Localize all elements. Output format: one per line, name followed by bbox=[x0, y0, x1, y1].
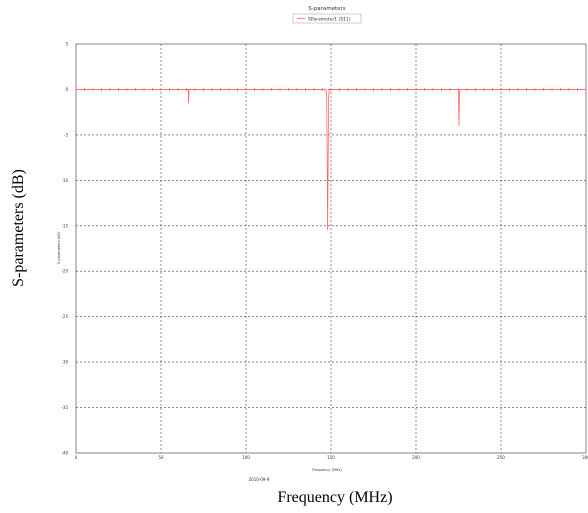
y-tick-label: 0 bbox=[65, 87, 68, 92]
y-tick-label: -35 bbox=[61, 405, 68, 410]
grid bbox=[76, 44, 586, 453]
x-tick-label: 100 bbox=[242, 455, 250, 460]
y-tick-label: -5 bbox=[64, 132, 68, 137]
x-axis-label: Frequency (MHz) bbox=[277, 489, 392, 506]
legend-entry: SParameter1 (S11) bbox=[308, 17, 351, 23]
x-tick-label: 300 bbox=[582, 455, 588, 460]
y-tick-label: -10 bbox=[61, 178, 68, 183]
y-tick-labels: 5 0 -5 -10 -15 -20 -25 -30 -35 -40 bbox=[61, 42, 68, 456]
inner-x-label: Frequency (MHz) bbox=[312, 468, 342, 472]
legend: SParameter1 (S11) bbox=[292, 13, 362, 24]
y-tick-label: -20 bbox=[61, 269, 68, 274]
x-tick-label: 250 bbox=[497, 455, 505, 460]
series-line bbox=[76, 89, 586, 231]
x-tick-label: 150 bbox=[327, 455, 335, 460]
y-tick-label: -40 bbox=[61, 451, 68, 456]
x-tick-labels: 0 50 100 150 200 250 300 bbox=[75, 455, 588, 460]
series-layer bbox=[75, 87, 587, 231]
y-axis-label: S-parameters (dB) bbox=[10, 169, 27, 287]
inner-y-label: S-parameters (dB) bbox=[57, 231, 61, 264]
y-tick-label: 5 bbox=[65, 42, 68, 47]
chart-title: S-parameters bbox=[308, 6, 346, 12]
legend-box bbox=[292, 13, 362, 24]
x-tick-label: 50 bbox=[158, 455, 164, 460]
y-tick-label: -25 bbox=[61, 314, 68, 319]
x-tick-label: 200 bbox=[412, 455, 420, 460]
y-tick-label: -15 bbox=[61, 223, 68, 228]
date-label: 2010-09-9 bbox=[249, 477, 270, 482]
x-tick-label: 0 bbox=[75, 455, 78, 460]
y-tick-label: -30 bbox=[61, 360, 68, 365]
